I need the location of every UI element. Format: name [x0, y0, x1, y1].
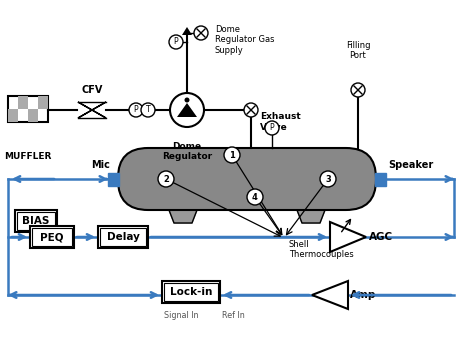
Text: MUFFLER: MUFFLER [4, 152, 52, 161]
Circle shape [244, 103, 258, 117]
Circle shape [170, 93, 204, 127]
Text: 3: 3 [325, 174, 331, 183]
Bar [375, 173, 386, 186]
Text: Amp: Amp [350, 290, 376, 300]
Polygon shape [182, 27, 192, 35]
FancyBboxPatch shape [118, 148, 376, 210]
Text: Dome
Regulator: Dome Regulator [162, 142, 212, 161]
Polygon shape [78, 110, 106, 118]
Circle shape [129, 103, 143, 117]
Circle shape [351, 83, 365, 97]
Text: Delay: Delay [107, 232, 139, 242]
Circle shape [158, 171, 174, 187]
Bar [162, 281, 220, 303]
Bar [30, 226, 74, 248]
Circle shape [224, 147, 240, 163]
Polygon shape [297, 210, 325, 223]
Text: 2: 2 [163, 174, 169, 183]
Bar [17, 212, 55, 230]
Text: BIAS: BIAS [22, 216, 50, 226]
Bar [164, 283, 218, 301]
Text: PEQ: PEQ [40, 232, 64, 242]
Bar [38, 96, 48, 109]
Text: P: P [173, 37, 178, 47]
Text: AGC: AGC [369, 232, 393, 242]
Text: Mic: Mic [91, 160, 110, 170]
Circle shape [141, 103, 155, 117]
Text: Exhaust
Valve: Exhaust Valve [260, 112, 301, 132]
Text: Shell
Thermocouples: Shell Thermocouples [289, 240, 354, 260]
Bar [15, 210, 57, 232]
Polygon shape [330, 222, 366, 252]
Text: 1: 1 [229, 150, 235, 159]
Polygon shape [78, 102, 106, 110]
Bar [100, 228, 146, 246]
Text: CFV: CFV [82, 85, 103, 95]
Text: T: T [146, 106, 150, 115]
Bar [8, 96, 48, 122]
Bar [8, 109, 18, 122]
Bar [18, 96, 28, 109]
Polygon shape [169, 210, 197, 223]
Text: Speaker: Speaker [388, 160, 433, 170]
Circle shape [169, 35, 183, 49]
Text: Ref In: Ref In [222, 311, 245, 320]
Text: Signal In: Signal In [164, 311, 199, 320]
Circle shape [184, 98, 190, 103]
Text: P: P [134, 106, 138, 115]
Circle shape [265, 121, 279, 135]
Bar [98, 226, 148, 248]
Circle shape [320, 171, 336, 187]
Text: Dome
Regulator Gas
Supply: Dome Regulator Gas Supply [215, 25, 274, 55]
Text: P: P [270, 123, 274, 132]
Text: Filling
Port: Filling Port [346, 41, 370, 60]
Text: 4: 4 [252, 193, 258, 202]
Text: Lock-in: Lock-in [170, 287, 212, 297]
Polygon shape [177, 103, 197, 117]
Circle shape [247, 189, 263, 205]
Bar [28, 109, 38, 122]
Polygon shape [312, 281, 348, 309]
Bar [108, 173, 119, 186]
Bar [32, 228, 72, 246]
Circle shape [194, 26, 208, 40]
